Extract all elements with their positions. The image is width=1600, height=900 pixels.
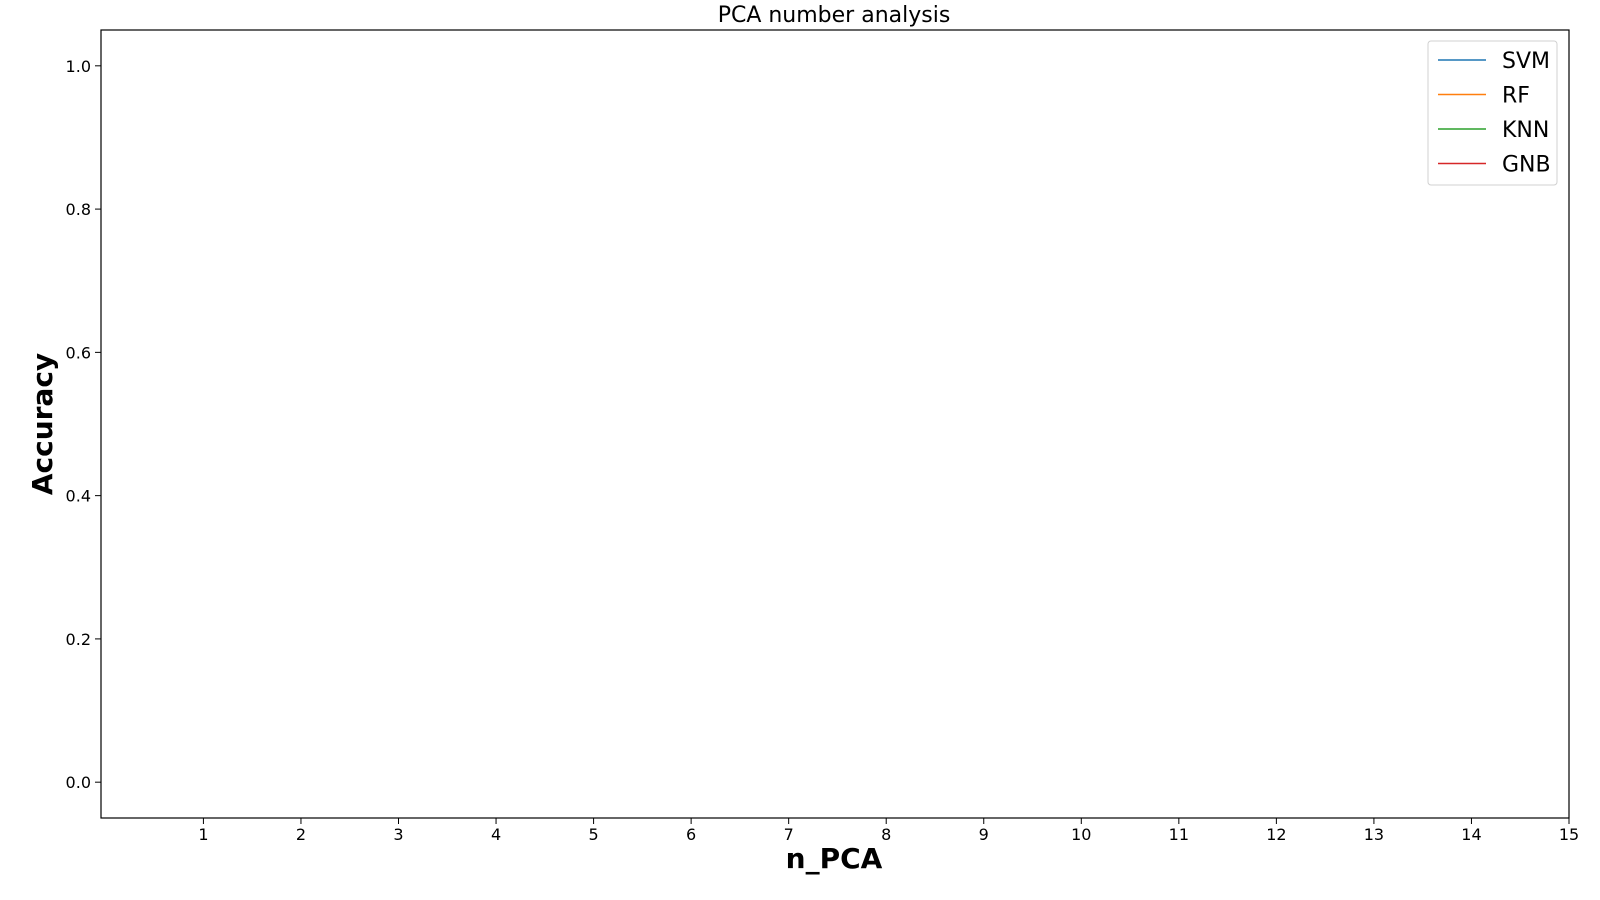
- x-tick-label: 4: [491, 825, 501, 844]
- x-tick-label: 15: [1559, 825, 1579, 844]
- x-tick-label: 3: [393, 825, 403, 844]
- x-tick-label: 11: [1169, 825, 1189, 844]
- y-tick-label: 0.0: [66, 773, 91, 792]
- x-tick-label: 12: [1266, 825, 1286, 844]
- y-tick-label: 0.6: [66, 343, 91, 362]
- x-tick-label: 1: [198, 825, 208, 844]
- x-tick-label: 13: [1364, 825, 1384, 844]
- x-tick-label: 8: [881, 825, 891, 844]
- x-tick-label: 2: [296, 825, 306, 844]
- x-axis-label: n_PCA: [786, 842, 883, 875]
- y-tick-label: 0.8: [66, 200, 91, 219]
- x-tick-label: 10: [1071, 825, 1091, 844]
- y-tick-label: 0.2: [66, 630, 91, 649]
- legend-label-gnb: GNB: [1502, 153, 1551, 178]
- plot-area-frame: [100, 29, 1570, 819]
- legend-label-svm: SVM: [1502, 49, 1550, 74]
- legend-label-knn: KNN: [1502, 118, 1549, 143]
- x-tick-label: 7: [784, 825, 794, 844]
- legend-box: [1427, 40, 1558, 186]
- x-tick-label: 6: [686, 825, 696, 844]
- legend: SVM RF KNN GNB: [1427, 40, 1558, 186]
- legend-items: SVM RF KNN GNB: [1438, 49, 1551, 178]
- y-axis-label: Accuracy: [26, 353, 59, 495]
- chart-title: PCA number analysis: [718, 3, 951, 28]
- legend-label-rf: RF: [1502, 84, 1530, 109]
- x-axis-ticks: 1 2 3 4 5 6 7 8 9 10 11 12 13 14 15: [198, 818, 1579, 844]
- y-tick-label: 1.0: [66, 57, 91, 76]
- x-tick-label: 14: [1461, 825, 1481, 844]
- x-tick-label: 9: [979, 825, 989, 844]
- x-tick-label: 5: [588, 825, 598, 844]
- y-axis-ticks: 0.0 0.2 0.4 0.6 0.8 1.0: [66, 57, 101, 792]
- y-tick-label: 0.4: [66, 487, 91, 506]
